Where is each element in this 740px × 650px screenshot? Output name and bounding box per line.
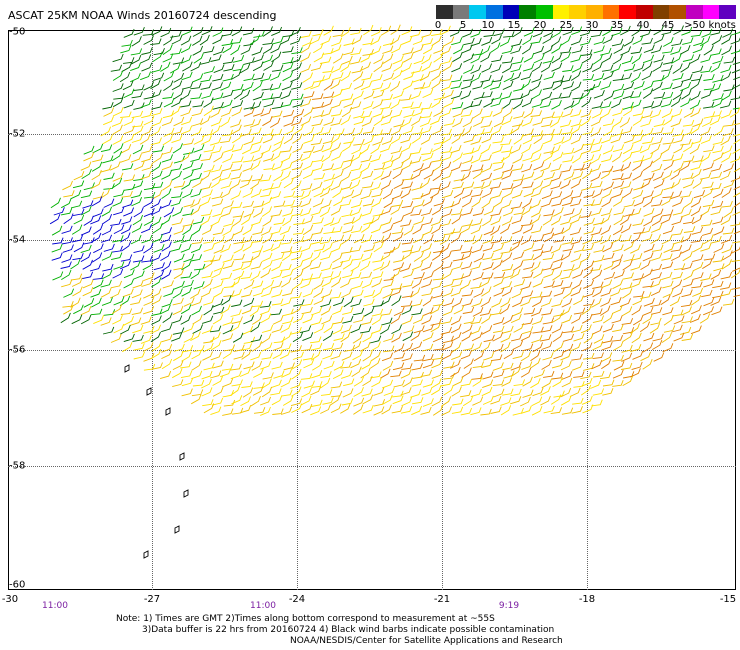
colorbar-swatch bbox=[702, 5, 720, 19]
pass-time-label: 11:00 bbox=[42, 601, 68, 611]
pass-time-label: 11:00 bbox=[250, 601, 276, 611]
colorbar-swatch bbox=[686, 5, 703, 19]
colorbar-tick: 5 bbox=[459, 20, 467, 31]
meridian-gridline bbox=[442, 30, 443, 590]
island-outline bbox=[143, 550, 149, 559]
island-outline bbox=[146, 387, 152, 396]
pass-time-label: 9:19 bbox=[498, 601, 520, 611]
longitude-label: -24 bbox=[288, 594, 306, 605]
wind-speed-colorbar bbox=[436, 5, 737, 19]
latitude-label: -56 bbox=[9, 344, 26, 356]
colorbar-swatch bbox=[669, 5, 687, 19]
colorbar-swatch bbox=[469, 5, 487, 19]
longitude-label: -30 bbox=[1, 594, 19, 605]
latitude-label: -52 bbox=[9, 128, 26, 140]
latitude-label: -58 bbox=[9, 460, 26, 472]
island-outline bbox=[165, 407, 171, 416]
meridian-gridline bbox=[587, 30, 588, 590]
colorbar-swatch bbox=[486, 5, 503, 19]
parallel-gridline bbox=[8, 466, 736, 467]
island-outline bbox=[124, 364, 130, 373]
map-title: ASCAT 25KM NOAA Winds 20160724 descendin… bbox=[8, 9, 277, 22]
colorbar-swatch bbox=[519, 5, 537, 19]
island-outline bbox=[174, 525, 180, 534]
colorbar-swatch bbox=[586, 5, 603, 19]
latitude-label: -60 bbox=[9, 579, 26, 591]
colorbar-swatch bbox=[569, 5, 587, 19]
colorbar-tick: 35 bbox=[610, 20, 624, 31]
colorbar-swatch bbox=[552, 5, 570, 19]
wind-barbs bbox=[49, 24, 740, 416]
footer-note-line: 3)Data buffer is 22 hrs from 20160724 4)… bbox=[142, 625, 555, 635]
longitude-label: -27 bbox=[143, 594, 161, 605]
colorbar-swatch bbox=[536, 5, 553, 19]
colorbar-tick: 10 bbox=[481, 20, 495, 31]
colorbar-tick: >50 knots bbox=[684, 20, 736, 31]
colorbar-tick: 25 bbox=[559, 20, 573, 31]
footer-note-line: Note: 1) Times are GMT 2)Times along bot… bbox=[116, 614, 495, 624]
footer-credit-line: NOAA/NESDIS/Center for Satellite Applica… bbox=[290, 636, 563, 646]
latitude-label: -54 bbox=[9, 234, 26, 246]
colorbar-swatch bbox=[602, 5, 620, 19]
map-frame bbox=[8, 30, 736, 590]
island-outline bbox=[183, 489, 189, 498]
colorbar-tick: 40 bbox=[636, 20, 650, 31]
colorbar-swatch bbox=[436, 5, 453, 19]
colorbar-swatch bbox=[652, 5, 670, 19]
meridian-gridline bbox=[297, 30, 298, 590]
longitude-label: -21 bbox=[433, 594, 451, 605]
latitude-label: -50 bbox=[9, 26, 26, 38]
longitude-label: -18 bbox=[578, 594, 596, 605]
colorbar-tick: 0 bbox=[434, 20, 442, 31]
colorbar-swatch bbox=[619, 5, 637, 19]
colorbar-tick: 30 bbox=[585, 20, 599, 31]
colorbar-tick-labels: 0 5 10 15 20 25 30 35 40 45 >50 knots bbox=[434, 20, 740, 32]
parallel-gridline bbox=[8, 240, 736, 241]
colorbar-tick: 45 bbox=[661, 20, 675, 31]
colorbar-swatch bbox=[636, 5, 653, 19]
parallel-gridline bbox=[8, 134, 736, 135]
longitude-label: -15 bbox=[719, 594, 737, 605]
colorbar-swatch bbox=[719, 5, 737, 19]
colorbar-tick: 15 bbox=[507, 20, 521, 31]
island-outline bbox=[179, 452, 185, 461]
colorbar-swatch bbox=[502, 5, 520, 19]
colorbar-tick: 20 bbox=[533, 20, 547, 31]
colorbar-swatch bbox=[452, 5, 470, 19]
